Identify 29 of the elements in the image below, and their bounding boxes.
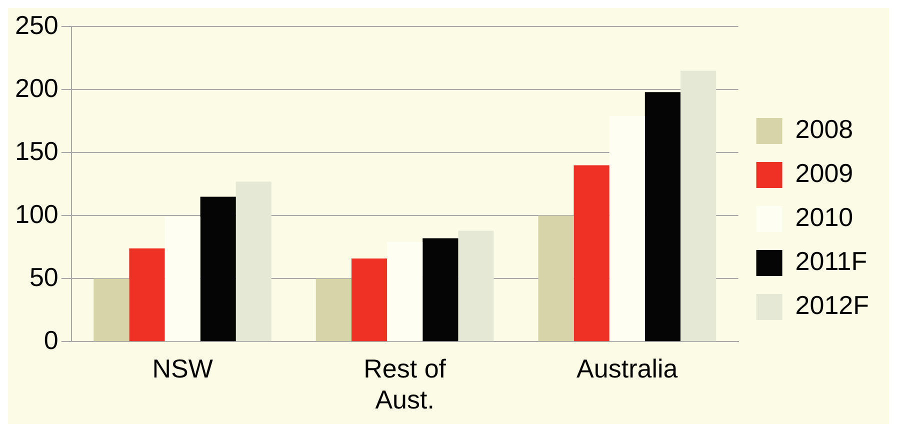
bar <box>200 196 236 342</box>
legend-label: 2012F <box>795 290 870 320</box>
bar <box>538 216 574 342</box>
legend-label: 2011F <box>795 246 868 276</box>
y-tick-label: 100 <box>14 198 58 229</box>
y-tick-label: 250 <box>14 10 58 40</box>
legend-label: 2008 <box>795 114 854 144</box>
legend-label: 2009 <box>795 158 854 188</box>
x-tick-label: Australia <box>576 353 678 384</box>
x-tick-label: Rest of Aust. <box>364 353 447 415</box>
bar <box>94 278 130 342</box>
bar <box>351 258 388 342</box>
bar <box>316 278 352 342</box>
bar <box>164 216 200 342</box>
bar <box>609 116 645 342</box>
legend-label: 2010 <box>795 202 854 232</box>
bar <box>458 230 494 342</box>
y-tick-label: 50 <box>29 262 58 292</box>
bar <box>129 248 165 342</box>
y-tick-label: 200 <box>14 72 58 103</box>
bar <box>644 92 680 342</box>
bar <box>422 238 458 342</box>
bar <box>680 70 716 342</box>
bar <box>236 182 272 342</box>
y-tick-label: 0 <box>44 324 58 355</box>
bar <box>387 242 423 342</box>
y-tick-label: 150 <box>14 136 58 166</box>
bar <box>574 165 610 342</box>
x-tick-label: NSW <box>152 353 214 384</box>
